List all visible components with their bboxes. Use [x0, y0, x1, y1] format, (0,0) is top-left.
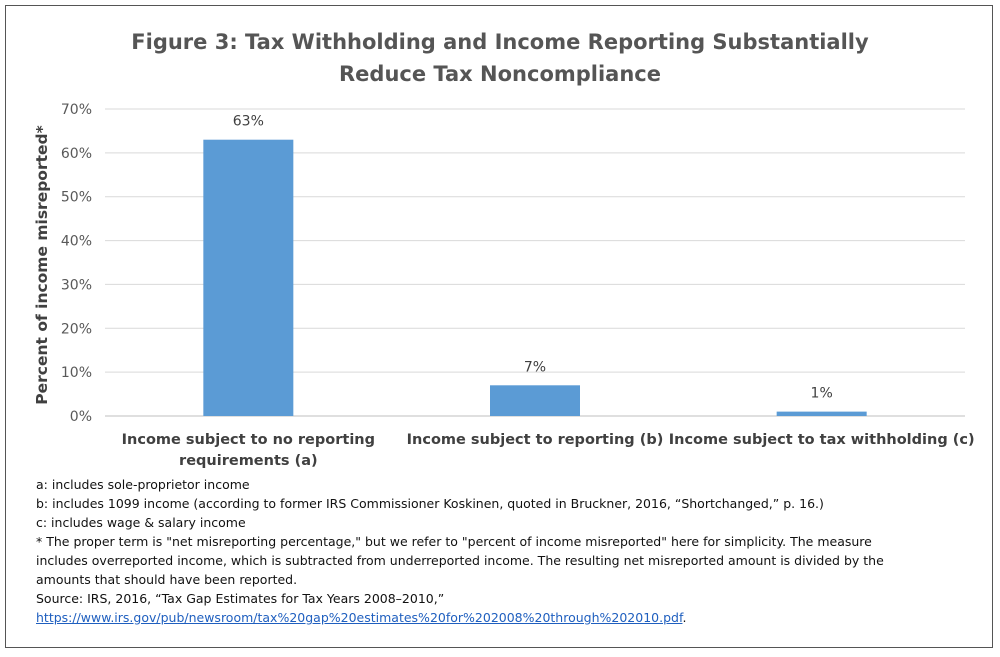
y-tick-label: 50%	[61, 190, 92, 206]
y-axis-ticks: 0% 10% 20% 30% 40% 50% 60% 70%	[61, 102, 92, 425]
data-labels: 63% 7% 1%	[233, 114, 833, 402]
footnotes: a: includes sole-proprietor income b: in…	[36, 475, 966, 627]
chart-title: Figure 3: Tax Withholding and Income Rep…	[0, 26, 1000, 90]
y-tick-label: 10%	[61, 365, 92, 381]
footnote-star-line-2: includes overreported income, which is s…	[36, 553, 884, 568]
bar-chart: 0% 10% 20% 30% 40% 50% 60% 70% 63% 7% 1% Income s…	[33, 102, 975, 469]
source-link[interactable]: https://www.irs.gov/pub/newsroom/tax%20g…	[36, 610, 683, 625]
bars	[203, 139, 867, 416]
x-tick-label: requirements (a)	[179, 453, 318, 469]
source-link-suffix: .	[682, 610, 687, 625]
x-tick-label: Income subject to no reporting	[122, 432, 375, 448]
y-axis-label: Percent of income misreported*	[33, 125, 51, 404]
source-link-line: https://www.irs.gov/pub/newsroom/tax%20g…	[36, 608, 966, 627]
source-note: Source: IRS, 2016, “Tax Gap Estimates fo…	[36, 591, 445, 606]
x-tick-label: Income subject to tax withholding (c)	[669, 432, 975, 448]
data-label: 7%	[524, 359, 546, 375]
bar	[490, 385, 580, 416]
bar	[203, 139, 294, 416]
y-tick-label: 70%	[61, 102, 92, 118]
chart-title-line-1: Figure 3: Tax Withholding and Income Rep…	[131, 30, 869, 54]
y-tick-label: 60%	[61, 146, 92, 162]
y-tick-label: 30%	[61, 277, 92, 293]
x-tick-label: Income subject to reporting (b)	[407, 432, 664, 448]
footnote-star-line-1: * The proper term is "net misreporting p…	[36, 534, 872, 549]
y-tick-label: 40%	[61, 234, 92, 250]
y-tick-label: 0%	[70, 409, 92, 425]
data-label: 63%	[233, 114, 264, 130]
footnote-a: a: includes sole-proprietor income	[36, 477, 250, 492]
chart-title-line-2: Reduce Tax Noncompliance	[339, 62, 661, 86]
footnote-star-line-3: amounts that should have been reported.	[36, 572, 298, 587]
x-axis-labels: Income subject to no reporting requiremen…	[122, 432, 975, 469]
footnote-c: c: includes wage & salary income	[36, 515, 246, 530]
figure-frame	[5, 5, 993, 648]
footnote-b: b: includes 1099 income (according to fo…	[36, 496, 824, 511]
data-label: 1%	[811, 386, 833, 402]
y-tick-label: 20%	[61, 321, 92, 337]
bar	[776, 411, 867, 416]
